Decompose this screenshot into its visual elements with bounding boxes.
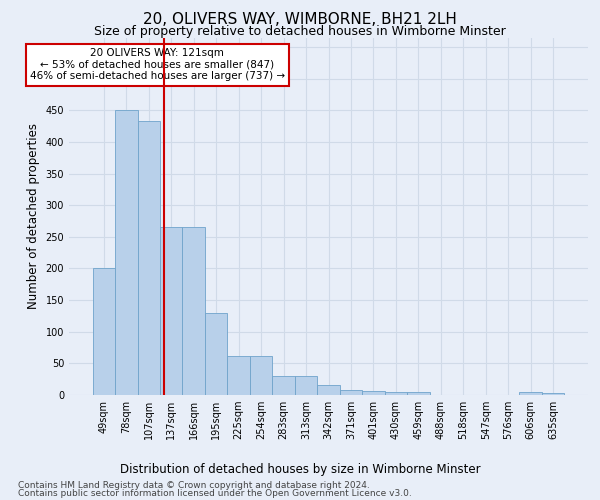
Bar (407, 392, 430, 395)
Bar (385, 392, 407, 395)
Bar (182, 228, 205, 395)
Bar (317, 385, 340, 395)
Y-axis label: Number of detached properties: Number of detached properties (27, 123, 40, 309)
Bar (272, 376, 295, 395)
Text: Size of property relative to detached houses in Wimborne Minster: Size of property relative to detached ho… (94, 25, 506, 38)
Bar (542, 393, 565, 395)
Text: 20, OLIVERS WAY, WIMBORNE, BH21 2LH: 20, OLIVERS WAY, WIMBORNE, BH21 2LH (143, 12, 457, 28)
Text: 20 OLIVERS WAY: 121sqm
← 53% of detached houses are smaller (847)
46% of semi-de: 20 OLIVERS WAY: 121sqm ← 53% of detached… (29, 48, 285, 82)
Bar (227, 356, 250, 395)
Bar (295, 376, 317, 395)
Bar (115, 110, 137, 395)
Bar (205, 312, 227, 395)
Text: Contains public sector information licensed under the Open Government Licence v3: Contains public sector information licen… (18, 488, 412, 498)
Bar (137, 121, 160, 395)
Bar (362, 391, 385, 395)
Text: Distribution of detached houses by size in Wimborne Minster: Distribution of detached houses by size … (119, 462, 481, 475)
Bar (250, 356, 272, 395)
Text: Contains HM Land Registry data © Crown copyright and database right 2024.: Contains HM Land Registry data © Crown c… (18, 481, 370, 490)
Bar (92, 268, 115, 395)
Bar (520, 392, 542, 395)
Bar (160, 228, 182, 395)
Bar (340, 390, 362, 395)
